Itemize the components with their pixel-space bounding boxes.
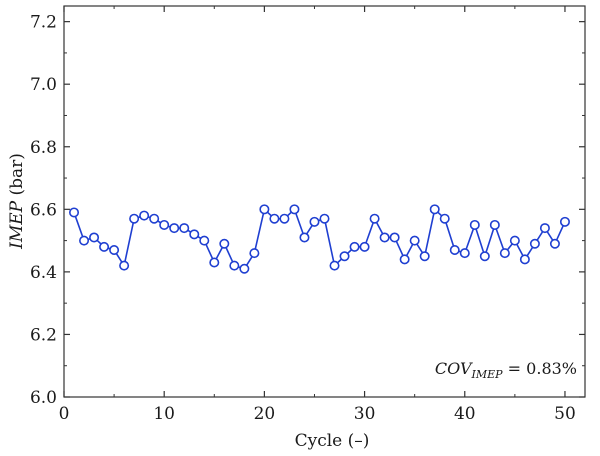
plot-frame [63, 5, 586, 398]
x-tick-label: 0 [59, 404, 70, 424]
data-point [199, 235, 210, 246]
data-point [559, 216, 570, 227]
data-point [329, 260, 340, 271]
y-tick-label: 6.4 [30, 263, 57, 283]
data-point [159, 219, 170, 230]
data-point [459, 248, 470, 259]
data-point [279, 213, 290, 224]
data-point [109, 244, 120, 255]
data-point [239, 263, 250, 274]
data-point [349, 241, 360, 252]
data-point [209, 257, 220, 268]
data-point [189, 229, 200, 240]
x-axis: 0 10 20 30 40 50 [59, 6, 576, 424]
data-point [479, 251, 490, 262]
data-point [69, 207, 80, 218]
data-point [269, 213, 280, 224]
data-point [489, 219, 500, 230]
data-point [289, 204, 300, 215]
data-point [509, 235, 520, 246]
data-point [449, 244, 460, 255]
x-tick-label: 50 [554, 404, 576, 424]
data-point [529, 238, 540, 249]
data-point [89, 232, 100, 243]
data-point [399, 254, 410, 265]
data-point [139, 210, 150, 221]
data-point [379, 232, 390, 243]
data-point [229, 260, 240, 271]
cov-annotation-subscript: IMEP [471, 368, 504, 381]
data-point [539, 223, 550, 234]
data-point [419, 251, 430, 262]
data-point [469, 219, 480, 230]
data-point [99, 241, 110, 252]
y-tick-label: 6.6 [30, 200, 57, 220]
data-point [219, 238, 230, 249]
cov-annotation-value: = 0.83% [503, 359, 577, 378]
data-point [169, 223, 180, 234]
data-point [249, 248, 260, 259]
data-point [319, 213, 330, 224]
cov-annotation-main: COV [435, 359, 473, 378]
x-tick-label: 20 [254, 404, 276, 424]
data-point [549, 238, 560, 249]
data-point [79, 235, 90, 246]
data-point [519, 254, 530, 265]
data-point [499, 248, 510, 259]
data-point [389, 232, 400, 243]
data-point [409, 235, 420, 246]
data-point [359, 241, 370, 252]
y-axis-label-italic: IMEP [7, 200, 27, 250]
data-point [339, 251, 350, 262]
x-tick-label: 10 [153, 404, 175, 424]
y-tick-label: 6.8 [30, 138, 57, 158]
y-tick-label: 7.0 [30, 75, 57, 95]
cov-annotation: COVIMEP = 0.83% [435, 359, 577, 381]
x-tick-label: 30 [354, 404, 376, 424]
data-point [149, 213, 160, 224]
y-axis-label: IMEP (bar) [7, 153, 27, 250]
y-tick-label: 6.2 [30, 325, 57, 345]
data-point [129, 213, 140, 224]
data-point [299, 232, 310, 243]
y-tick-label: 7.2 [30, 13, 57, 33]
data-point [369, 213, 380, 224]
y-axis-label-unit: (bar) [7, 153, 27, 201]
data-point [309, 216, 320, 227]
y-axis: 6.0 6.2 6.4 6.6 6.8 7.0 7.2 [30, 13, 585, 408]
series-points [69, 204, 570, 274]
y-tick-label: 6.0 [30, 388, 57, 408]
data-point [179, 223, 190, 234]
data-point [119, 260, 130, 271]
x-axis-label: Cycle (–) [295, 431, 370, 451]
data-point [439, 213, 450, 224]
data-point [429, 204, 440, 215]
x-tick-label: 40 [454, 404, 476, 424]
data-point [259, 204, 270, 215]
